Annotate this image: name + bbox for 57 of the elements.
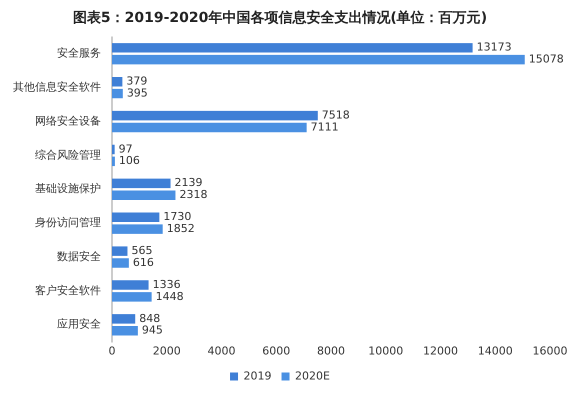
data-label: 1336 xyxy=(152,278,181,291)
data-label: 15078 xyxy=(528,52,564,66)
data-label: 1730 xyxy=(163,210,192,224)
bar xyxy=(112,144,115,154)
bar xyxy=(112,292,152,302)
y-tick-label: 其他信息安全软件 xyxy=(13,80,101,94)
bar xyxy=(112,178,171,188)
data-label: 1448 xyxy=(156,290,184,303)
bar xyxy=(112,190,176,200)
legend-label: 2020E xyxy=(295,369,330,382)
data-label: 7111 xyxy=(310,120,339,134)
bar xyxy=(112,88,123,98)
chart-title: 图表5：2019-2020年中国各项信息安全支出情况(单位：百万元) xyxy=(72,9,488,26)
x-tick-label: 10000 xyxy=(368,344,404,358)
data-label: 106 xyxy=(118,154,140,168)
data-label: 7518 xyxy=(322,108,350,122)
bar xyxy=(112,326,138,336)
data-label: 395 xyxy=(126,86,148,100)
x-tick-label: 8000 xyxy=(317,344,345,358)
bar xyxy=(112,156,115,166)
x-tick-label: 6000 xyxy=(262,344,290,358)
data-label: 2139 xyxy=(174,176,203,190)
data-label: 945 xyxy=(142,324,163,337)
data-label: 1852 xyxy=(166,222,195,235)
bar xyxy=(112,314,136,324)
bar xyxy=(112,43,473,53)
x-tick-label: 2000 xyxy=(152,344,181,358)
legend-label: 2019 xyxy=(244,369,272,382)
data-label: 565 xyxy=(131,244,152,258)
bar xyxy=(112,54,525,64)
bar xyxy=(112,110,318,120)
y-tick-label: 安全服务 xyxy=(57,46,101,60)
data-label: 2318 xyxy=(179,188,208,202)
data-label: 616 xyxy=(132,256,154,269)
x-tick-label: 0 xyxy=(108,344,116,358)
y-tick-label: 网络安全设备 xyxy=(35,114,101,128)
y-tick-label: 综合风险管理 xyxy=(35,148,101,162)
y-tick-label: 基础设施保护 xyxy=(35,182,101,196)
y-tick-label: 客户安全软件 xyxy=(35,284,101,297)
bar xyxy=(112,224,163,234)
y-tick-label: 数据安全 xyxy=(57,250,101,263)
bar xyxy=(112,212,160,222)
data-label: 97 xyxy=(118,142,133,156)
bar xyxy=(112,280,149,290)
x-tick-label: 4000 xyxy=(208,344,236,358)
x-tick-label: 12000 xyxy=(423,344,458,358)
bar xyxy=(112,76,122,86)
y-tick-label: 应用安全 xyxy=(57,318,101,331)
y-tick-label: 身份访问管理 xyxy=(35,216,101,230)
x-tick-label: 16000 xyxy=(532,344,568,358)
bar xyxy=(112,246,128,256)
data-label: 848 xyxy=(139,312,160,325)
bar xyxy=(112,258,129,268)
x-tick-label: 14000 xyxy=(478,344,513,358)
data-label: 379 xyxy=(126,74,148,88)
bar xyxy=(112,122,307,132)
data-label: 13173 xyxy=(476,40,512,54)
